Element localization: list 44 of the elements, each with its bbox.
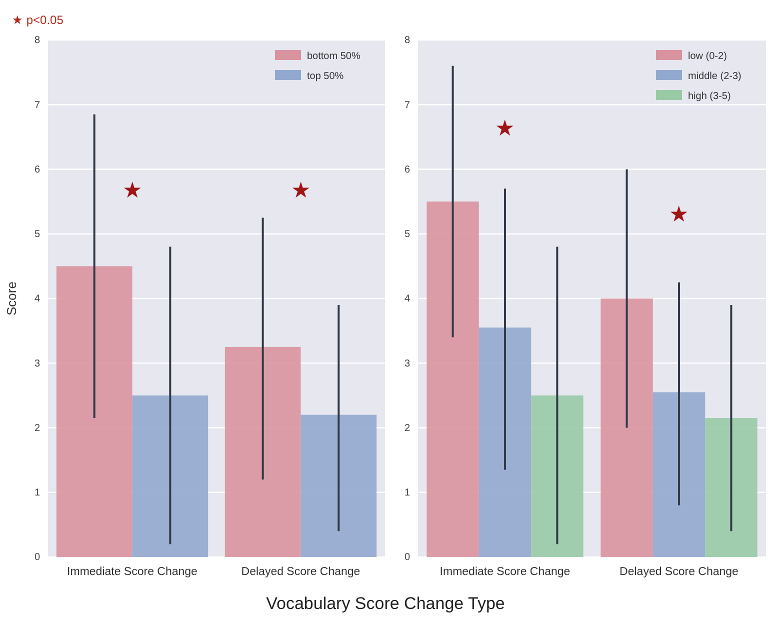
y-tick-label: 6: [34, 164, 40, 176]
bar: [652, 392, 706, 557]
annotation: ★: [669, 202, 689, 227]
y-tick-label: 1: [34, 488, 40, 499]
bar: [531, 395, 584, 557]
bar: [600, 298, 653, 557]
y-tick-label: 2: [404, 422, 410, 434]
y-tick-label: 6: [404, 164, 410, 176]
y-tick-label: 0: [34, 552, 40, 564]
annotation: ★: [122, 178, 142, 203]
y-tick-label: 5: [34, 229, 40, 240]
bar: [56, 266, 132, 557]
legend-label: high (3-5): [688, 91, 731, 102]
x-tick-label: Immediate Score Change: [440, 566, 570, 578]
y-tick-label: 2: [34, 422, 40, 434]
y-tick-label: 7: [34, 100, 40, 111]
y-tick-label: 5: [404, 229, 410, 240]
x-tick-label: Immediate Score Change: [67, 566, 198, 578]
x-tick-label: Delayed Score Change: [620, 566, 738, 578]
x-tick-label: Delayed Score Change: [241, 566, 360, 578]
y-tick-label: 8: [404, 35, 410, 46]
text: ★ p<0.05: [12, 13, 64, 27]
y-tick-label: 8: [34, 35, 40, 46]
bar: [478, 328, 532, 557]
y-tick-label: 4: [404, 294, 410, 305]
bar: [705, 418, 758, 557]
y-tick-label: 3: [34, 358, 40, 370]
legend-label: middle (2-3): [688, 71, 742, 82]
y-tick-label: 0: [404, 552, 410, 564]
annotation: ★: [495, 116, 515, 141]
y-tick-label: 1: [404, 488, 410, 499]
bar: [224, 346, 301, 557]
legend-label: low (0-2): [688, 51, 727, 62]
x-axis-title: Vocabulary Score Change Type: [266, 594, 505, 613]
bar: [426, 202, 479, 557]
annotation: ★: [290, 178, 311, 203]
legend-label: bottom 50%: [307, 51, 360, 62]
bar: [300, 414, 377, 557]
bar: [132, 395, 208, 557]
y-axis-title: Score: [4, 282, 19, 316]
y-tick-label: 7: [404, 100, 410, 111]
y-tick-label: 4: [34, 294, 40, 305]
legend-label: top 50%: [307, 71, 344, 82]
y-tick-label: 3: [404, 358, 410, 370]
